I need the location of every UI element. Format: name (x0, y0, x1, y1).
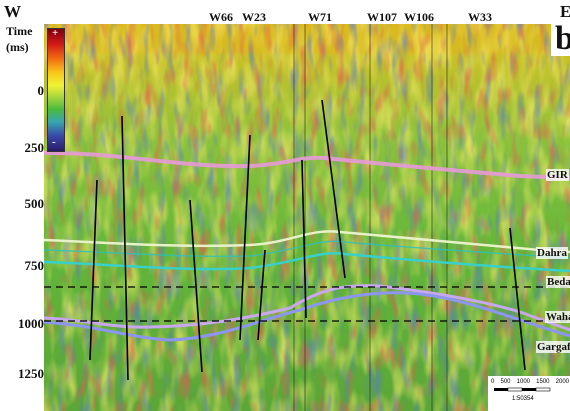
horizon-label-beda: Beda (546, 276, 570, 288)
scale-tick: 0 (491, 379, 495, 385)
east-label: E (560, 2, 570, 21)
panel-letter: b (551, 22, 570, 56)
well-label-w107: W107 (367, 10, 397, 24)
west-label: W (4, 2, 21, 21)
time-axis-label: Time (6, 24, 33, 38)
time-tick: 1000 (18, 316, 44, 331)
time-tick: 250 (24, 140, 45, 155)
amplitude-colorbar (47, 28, 65, 152)
well-label-w23: W23 (242, 10, 266, 24)
well-label-w71: W71 (308, 10, 332, 24)
horizon-beda2 (43, 240, 570, 259)
scale-tick: 500 (500, 379, 511, 385)
colorbar-plus: + (52, 27, 59, 39)
time-axis-unit: (ms) (6, 40, 29, 54)
horizon-label-dahra: Dahra (536, 247, 568, 259)
scale-tick: 1500 (536, 379, 550, 385)
well-label-w33: W33 (468, 10, 492, 24)
horizon-beda (43, 252, 570, 273)
scale-tick: 1000 (516, 379, 530, 385)
well-label-w106: W106 (404, 10, 434, 24)
time-tick: 500 (24, 196, 45, 211)
horizon-waha (43, 284, 570, 332)
time-tick: 750 (24, 258, 45, 273)
horizon-dahra (43, 230, 570, 254)
horizon-gir (43, 150, 570, 180)
scale-ratio: 1:50354 (512, 396, 534, 402)
well-label-w66: W66 (209, 10, 233, 24)
time-tick: 1250 (18, 366, 44, 381)
time-tick: 0 (37, 83, 45, 98)
scale-tick: 2000 (555, 379, 569, 385)
horizon-label-waha: Waha (545, 311, 570, 323)
scale-bar: 0 500 1000 1500 2000 1:50354 (488, 376, 570, 411)
colorbar-minus: - (52, 136, 56, 148)
horizon-gargaf (43, 291, 570, 342)
horizon-label-gir: GIR (546, 169, 569, 181)
horizon-label-gargaf: Gargaf (536, 341, 570, 353)
